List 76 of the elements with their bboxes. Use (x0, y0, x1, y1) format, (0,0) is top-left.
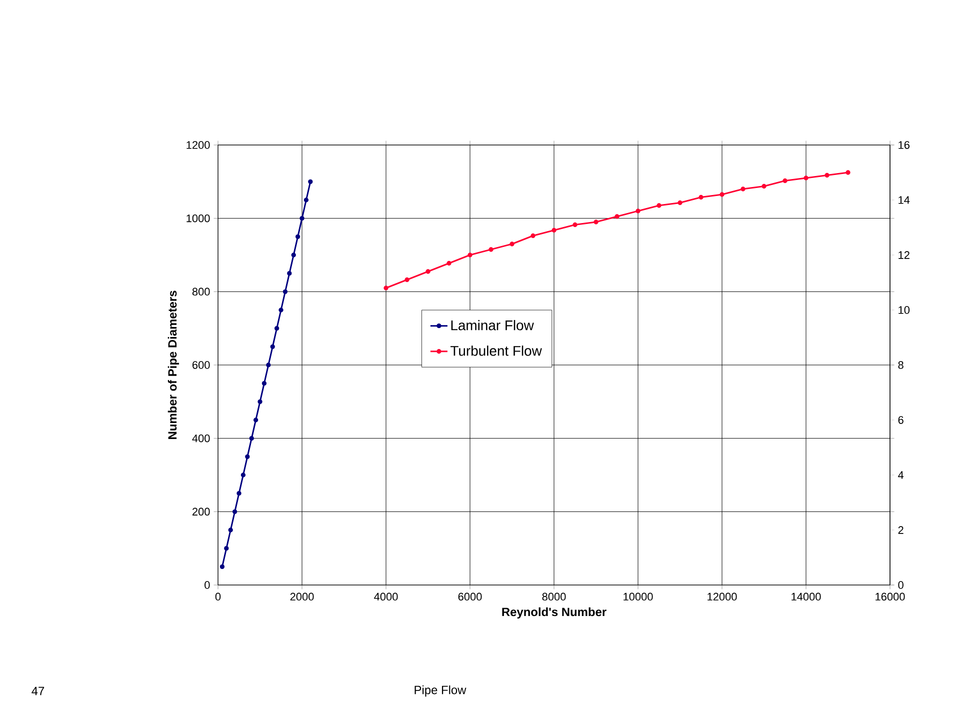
y-tick-label: 800 (192, 288, 210, 296)
point (220, 564, 225, 570)
point (266, 362, 271, 368)
point (762, 184, 766, 189)
point (530, 233, 536, 238)
point (404, 277, 410, 282)
point (308, 179, 313, 184)
point (426, 269, 430, 274)
y-tick-label: 600 (192, 361, 210, 369)
point (304, 198, 309, 202)
point (614, 214, 620, 219)
point (468, 252, 472, 258)
point (594, 220, 598, 224)
point (552, 228, 556, 233)
point (740, 186, 746, 192)
point (253, 418, 258, 422)
point (258, 399, 262, 404)
point (245, 454, 250, 460)
point (782, 178, 788, 184)
x-tick-label: 14000 (792, 592, 821, 601)
y2-tick-label: 16 (898, 141, 910, 149)
legend-label: Laminar Flow (451, 320, 534, 330)
point (262, 380, 267, 386)
y2-tick-label: 2 (898, 526, 904, 534)
point (291, 252, 296, 258)
point (572, 222, 578, 228)
y2-tick-label: 8 (898, 361, 904, 369)
point (488, 247, 494, 252)
y2-tick-label: 10 (898, 306, 910, 314)
point (278, 308, 284, 312)
point (249, 436, 254, 441)
point (636, 208, 640, 214)
y2-tick-label: 12 (898, 251, 910, 259)
text: Pipe Flow (414, 685, 466, 697)
y-axis-title: Number of Pipe Diameters (168, 290, 180, 439)
y-tick-label: 400 (192, 434, 210, 442)
x-tick-label: 4000 (374, 592, 398, 601)
point (224, 546, 229, 551)
y-tick-label: 1000 (186, 214, 210, 222)
x-tick-label: 16000 (876, 592, 905, 601)
point (678, 200, 682, 206)
point (846, 170, 850, 175)
x-tick-label: 0 (215, 592, 221, 601)
x-tick-label: 6000 (458, 592, 482, 601)
point (720, 192, 724, 197)
point (287, 270, 292, 276)
point (698, 194, 704, 200)
point (384, 286, 388, 290)
x-tick-label: 8000 (542, 592, 566, 601)
y-tick-label: 200 (192, 508, 210, 516)
legend-label: Turbulent Flow (450, 346, 542, 356)
x-tick-label: 10000 (624, 592, 653, 601)
point (236, 490, 242, 496)
y2-tick-label: 4 (898, 471, 904, 479)
point (300, 216, 304, 221)
point (228, 528, 233, 532)
point (446, 260, 452, 266)
point (274, 326, 280, 331)
point (656, 203, 662, 208)
point (232, 509, 238, 514)
point (282, 289, 288, 294)
x-tick-label: 12000 (708, 592, 737, 601)
text: 47 (32, 686, 44, 696)
point (295, 234, 300, 240)
y-tick-label: 1200 (186, 141, 210, 149)
point (240, 472, 246, 478)
x-axis-title: Reynold's Number (502, 607, 606, 619)
y2-tick-label: 6 (898, 416, 904, 424)
x-tick-label: 2000 (290, 592, 314, 601)
y-tick-label: 0 (204, 581, 210, 589)
point (804, 176, 808, 180)
point (510, 242, 514, 246)
y2-tick-label: 14 (898, 196, 910, 204)
point (270, 344, 275, 350)
y2-tick-label: 0 (898, 581, 904, 589)
point (824, 172, 830, 178)
